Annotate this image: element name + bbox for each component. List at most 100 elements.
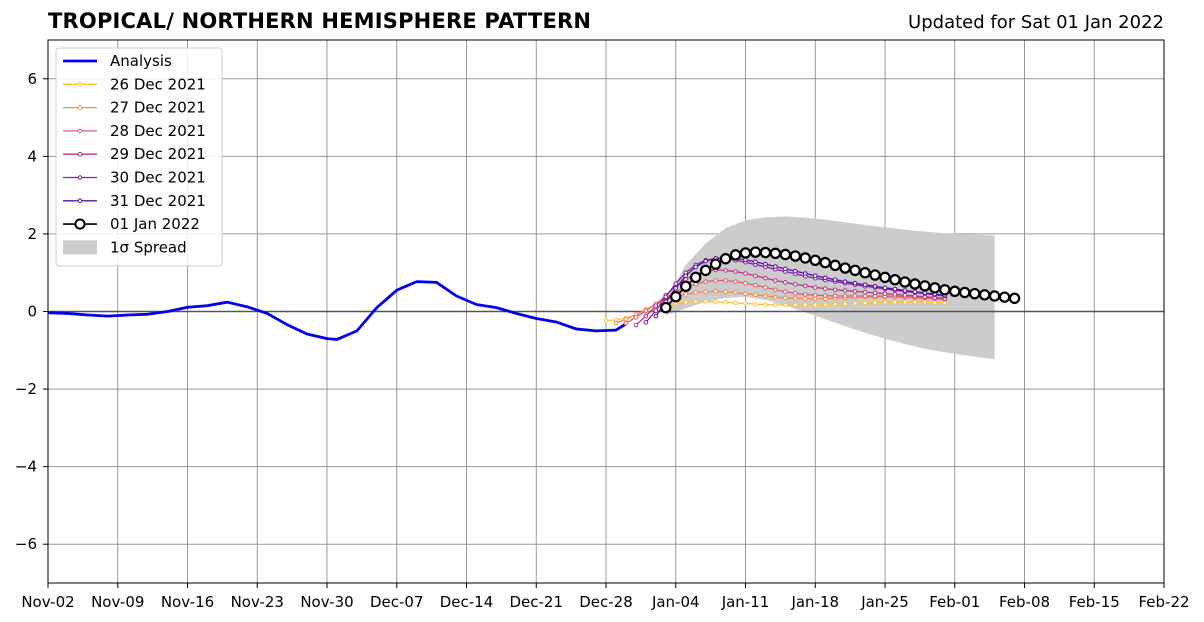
x-tick-label: Feb-22 bbox=[1138, 593, 1189, 611]
forecast-point bbox=[723, 289, 728, 295]
forecast-point bbox=[892, 299, 898, 305]
legend-swatch bbox=[63, 240, 97, 255]
forecast-point bbox=[733, 290, 738, 295]
forecast-point bbox=[839, 262, 851, 274]
forecast-point bbox=[929, 282, 941, 294]
y-tick-label: 4 bbox=[27, 147, 37, 165]
forecast-point bbox=[753, 273, 758, 279]
forecast-point bbox=[812, 292, 818, 298]
forecast-point bbox=[802, 292, 808, 297]
forecast-point bbox=[723, 278, 728, 283]
forecast-point bbox=[832, 293, 838, 299]
forecast-point bbox=[852, 301, 858, 306]
forecast-point bbox=[743, 257, 748, 263]
legend-label: Analysis bbox=[110, 52, 172, 70]
forecast-point bbox=[653, 313, 659, 319]
forecast-point bbox=[859, 267, 871, 279]
legend-marker bbox=[77, 175, 83, 180]
forecast-point bbox=[703, 289, 708, 295]
forecast-point bbox=[822, 302, 828, 307]
forecast-point bbox=[789, 250, 802, 262]
forecast-point bbox=[623, 320, 629, 326]
forecast-point bbox=[743, 301, 748, 306]
forecast-point bbox=[842, 288, 848, 293]
forecast-point bbox=[773, 302, 778, 308]
forecast-point bbox=[733, 269, 738, 274]
forecast-point bbox=[643, 313, 649, 319]
forecast-point bbox=[912, 299, 918, 305]
forecast-point bbox=[763, 302, 768, 307]
forecast-point bbox=[783, 266, 788, 272]
legend-label: 31 Dec 2021 bbox=[110, 192, 206, 210]
x-tick-label: Dec-21 bbox=[509, 593, 563, 611]
forecast-point bbox=[802, 302, 808, 308]
forecast-point bbox=[769, 247, 782, 260]
legend-label: 27 Dec 2021 bbox=[110, 99, 206, 117]
x-tick-label: Jan-11 bbox=[721, 593, 770, 611]
y-tick-label: −6 bbox=[15, 535, 37, 553]
forecast-point bbox=[872, 300, 878, 305]
forecast-point bbox=[892, 292, 898, 297]
forecast-point bbox=[783, 289, 788, 295]
x-tick-label: Dec-14 bbox=[440, 593, 494, 611]
forecast-point bbox=[699, 264, 712, 277]
forecast-point bbox=[670, 291, 682, 303]
forecast-point bbox=[832, 277, 838, 282]
forecast-point bbox=[968, 287, 981, 300]
x-tick-label: Nov-23 bbox=[231, 593, 284, 611]
legend-label: 29 Dec 2021 bbox=[110, 145, 206, 163]
x-tick-label: Feb-15 bbox=[1069, 593, 1120, 611]
x-tick-label: Dec-07 bbox=[370, 593, 424, 611]
y-tick-label: 6 bbox=[27, 70, 37, 88]
forecast-point bbox=[892, 286, 898, 292]
x-tick-label: Jan-25 bbox=[860, 593, 909, 611]
y-tick-label: −4 bbox=[15, 458, 37, 476]
forecast-point bbox=[879, 271, 891, 284]
forecast-point bbox=[793, 296, 798, 301]
forecast-point bbox=[773, 294, 778, 300]
forecast-point bbox=[802, 296, 808, 302]
forecast-point bbox=[689, 271, 702, 284]
forecast-point bbox=[919, 280, 931, 292]
legend: Analysis 26 Dec 2021 27 Dec 2021 28 Dec 202… bbox=[55, 47, 223, 267]
x-tick-label: Nov-09 bbox=[91, 593, 144, 611]
legend-label: 26 Dec 2021 bbox=[110, 75, 206, 93]
forecast-point bbox=[809, 254, 821, 267]
legend-label: 1σ Spread bbox=[110, 238, 187, 256]
forecast-point bbox=[763, 293, 768, 299]
forecast-point bbox=[743, 280, 748, 286]
forecast-point bbox=[703, 258, 708, 264]
forecast-point bbox=[633, 315, 639, 320]
series-layer bbox=[47, 246, 1021, 341]
forecast-point bbox=[998, 291, 1011, 303]
forecast-point bbox=[653, 303, 659, 308]
updated-date: Updated for Sat 01 Jan 2022 bbox=[908, 12, 1164, 33]
forecast-point bbox=[922, 299, 928, 305]
forecast-point bbox=[822, 293, 828, 298]
forecast-point bbox=[899, 276, 911, 288]
x-tick-label: Jan-18 bbox=[790, 593, 839, 611]
forecast-point bbox=[793, 290, 798, 296]
forecast-point bbox=[643, 308, 649, 314]
forecast-point bbox=[729, 249, 742, 261]
forecast-point bbox=[889, 273, 901, 286]
legend-label: 30 Dec 2021 bbox=[110, 169, 206, 187]
forecast-point bbox=[673, 281, 679, 286]
legend-marker bbox=[77, 105, 83, 110]
legend-marker bbox=[77, 151, 83, 157]
forecast-point bbox=[743, 291, 748, 296]
forecast-point bbox=[663, 294, 669, 300]
forecast-point bbox=[869, 269, 881, 281]
forecast-point bbox=[922, 290, 928, 296]
forecast-point bbox=[719, 253, 732, 265]
forecast-point bbox=[773, 278, 778, 283]
legend-marker bbox=[77, 128, 83, 134]
forecast-point bbox=[842, 279, 848, 284]
forecast-point bbox=[683, 299, 689, 305]
forecast-point bbox=[799, 252, 811, 264]
forecast-point bbox=[829, 259, 841, 272]
forecast-point bbox=[623, 316, 629, 322]
forecast-point bbox=[988, 290, 1001, 302]
forecast-point bbox=[633, 322, 639, 328]
